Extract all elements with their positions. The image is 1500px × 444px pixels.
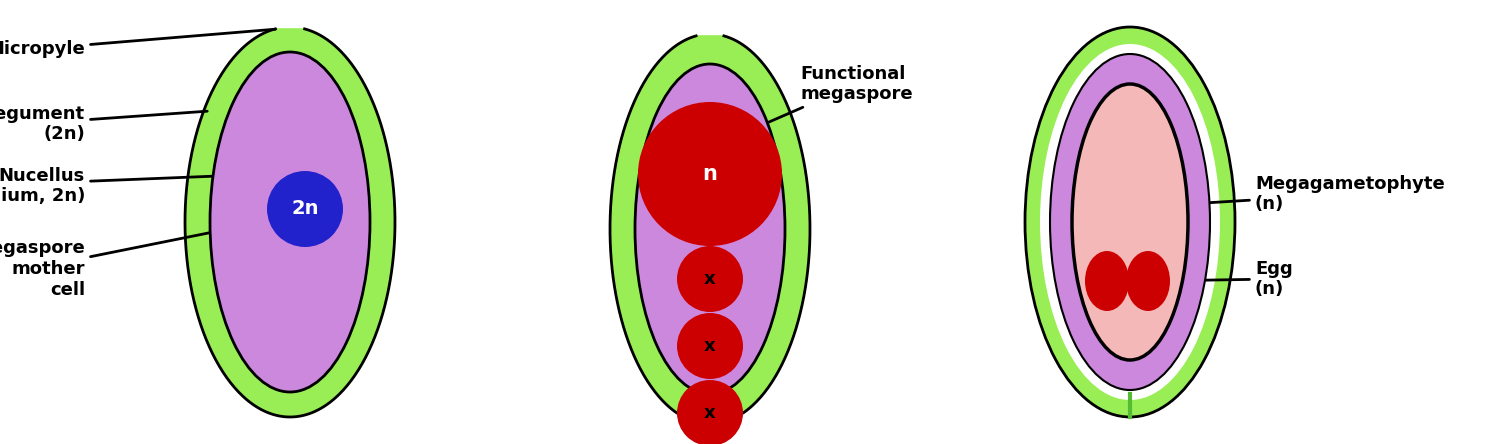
Ellipse shape [1040, 44, 1220, 400]
Text: x: x [704, 404, 716, 422]
Ellipse shape [676, 246, 742, 312]
Ellipse shape [267, 171, 344, 247]
Text: Megaspore
mother
cell: Megaspore mother cell [0, 219, 276, 299]
Ellipse shape [1024, 27, 1234, 417]
Text: Functional
megaspore: Functional megaspore [732, 64, 912, 138]
Ellipse shape [1126, 251, 1170, 311]
Text: 2n: 2n [291, 199, 318, 218]
Ellipse shape [676, 380, 742, 444]
Text: x: x [704, 337, 716, 355]
Ellipse shape [1084, 251, 1130, 311]
Ellipse shape [210, 52, 370, 392]
Text: Integument
(2n): Integument (2n) [0, 105, 207, 143]
Text: Egg
(n): Egg (n) [1158, 260, 1293, 298]
Ellipse shape [676, 313, 742, 379]
Ellipse shape [634, 64, 784, 394]
Polygon shape [184, 29, 394, 417]
Polygon shape [610, 36, 810, 424]
Text: n: n [702, 164, 717, 184]
Text: x: x [704, 270, 716, 288]
Ellipse shape [638, 102, 782, 246]
Text: Megagametophyte
(n): Megagametophyte (n) [1191, 174, 1444, 214]
Text: Nucellus
(megasporangium, 2n): Nucellus (megasporangium, 2n) [0, 166, 214, 206]
Ellipse shape [1050, 54, 1211, 390]
Ellipse shape [1072, 84, 1188, 360]
Text: Micropyle: Micropyle [0, 29, 274, 58]
